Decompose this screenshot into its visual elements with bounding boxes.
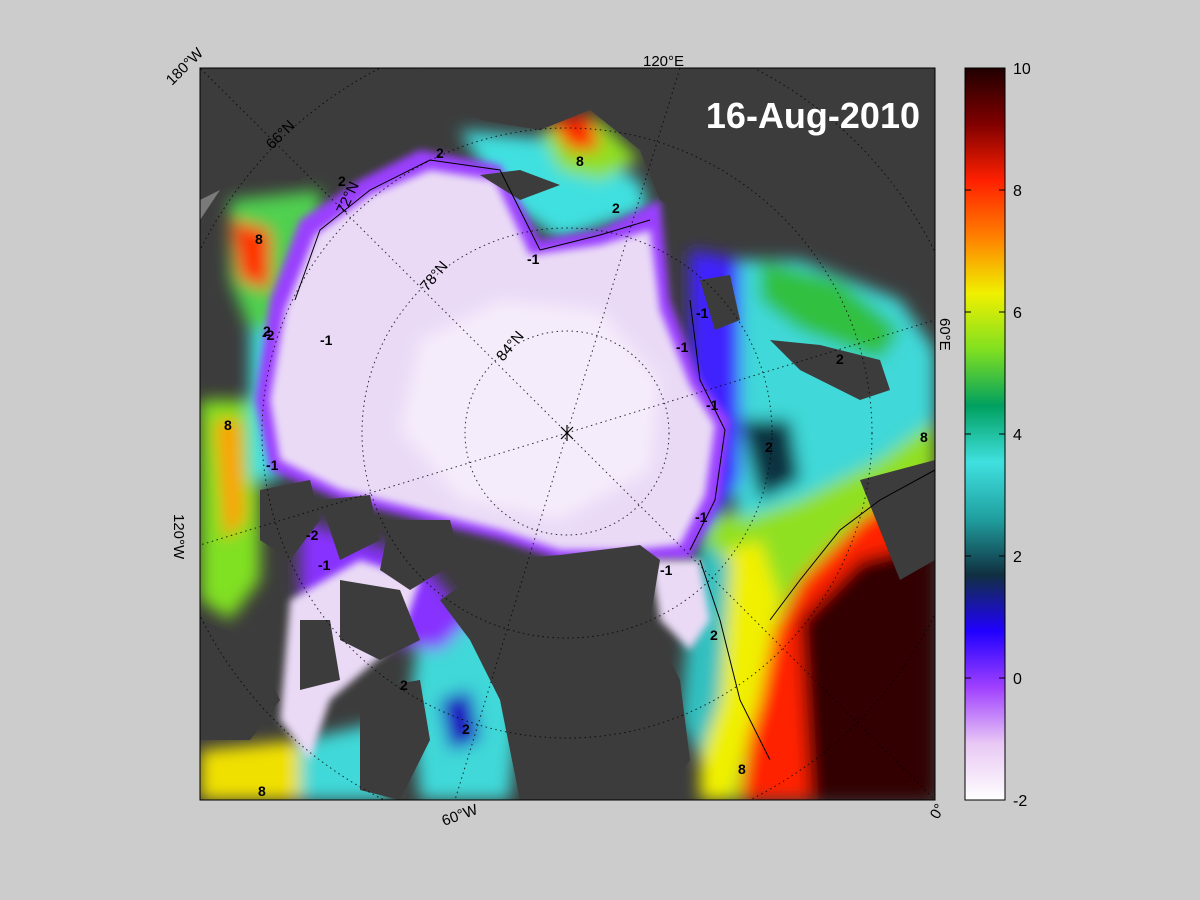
contour-label: 8 bbox=[920, 429, 928, 445]
contour-label: 2 bbox=[263, 323, 271, 339]
contour-label: -1 bbox=[660, 562, 673, 578]
contour-value-labels: 2 2 8 2 -1 -1 -2 2 -1 -1 -1 2 2 -1 -1 -1… bbox=[224, 145, 928, 799]
colorbar: 10 8 6 4 2 0 -2 bbox=[964, 61, 1031, 810]
contour-lines bbox=[294, 159, 935, 761]
lon-label-60e: 60°E bbox=[936, 318, 953, 351]
map-panel: 66°N 72°N 78°N 84°N 2 2 8 2 -1 -1 -2 2 -… bbox=[200, 68, 935, 800]
contour-label: 8 bbox=[255, 231, 263, 247]
contour-label: -1 bbox=[266, 457, 279, 473]
north-pole-marker bbox=[560, 425, 574, 441]
contour-label: 2 bbox=[436, 145, 444, 161]
contour-label: -1 bbox=[676, 339, 689, 355]
colorbar-tick-label: 2 bbox=[1013, 549, 1022, 566]
colorbar-tick-label: 0 bbox=[1013, 671, 1022, 688]
contour-label: 2 bbox=[765, 439, 773, 455]
sea-ice-area bbox=[255, 150, 730, 760]
colorbar-ticks: 10 8 6 4 2 0 -2 bbox=[965, 61, 1031, 810]
lon-label-120w: 120°W bbox=[170, 514, 187, 560]
contour-label: 8 bbox=[224, 417, 232, 433]
colorbar-tick-label: 4 bbox=[1013, 427, 1022, 444]
contour-label: -1 bbox=[318, 557, 331, 573]
colorbar-tick-label: 8 bbox=[1013, 183, 1022, 200]
contour-label: -1 bbox=[696, 305, 709, 321]
contour-label: -2 bbox=[262, 327, 275, 343]
colorbar-tick-label: 6 bbox=[1013, 305, 1022, 322]
land-masses bbox=[200, 68, 935, 800]
contour-label: 2 bbox=[612, 200, 620, 216]
graticule bbox=[200, 68, 935, 800]
contour-label: -1 bbox=[320, 332, 333, 348]
lon-label-120e: 120°E bbox=[643, 53, 684, 70]
contour-label: 2 bbox=[836, 351, 844, 367]
contour-label: 8 bbox=[738, 761, 746, 777]
date-label: 16-Aug-2010 bbox=[706, 95, 920, 136]
colorbar-scale bbox=[964, 67, 1006, 801]
contour-label: 2 bbox=[462, 721, 470, 737]
contour-label: 8 bbox=[258, 783, 266, 799]
contour-label: -1 bbox=[695, 509, 708, 525]
colorbar-tick-label: 10 bbox=[1013, 61, 1031, 78]
map-frame bbox=[199, 67, 936, 801]
contour-label: -1 bbox=[706, 397, 719, 413]
contour-label: -2 bbox=[306, 527, 319, 543]
contour-label: 2 bbox=[400, 677, 408, 693]
lon-label-60w: 60°W bbox=[440, 801, 481, 830]
colorbar-tick-label: -2 bbox=[1013, 793, 1027, 810]
contour-label: 2 bbox=[710, 627, 718, 643]
contour-label: -1 bbox=[527, 251, 540, 267]
contour-label: 8 bbox=[576, 153, 584, 169]
lon-label-0: 0° bbox=[927, 801, 949, 822]
contour-label: 2 bbox=[338, 173, 346, 189]
